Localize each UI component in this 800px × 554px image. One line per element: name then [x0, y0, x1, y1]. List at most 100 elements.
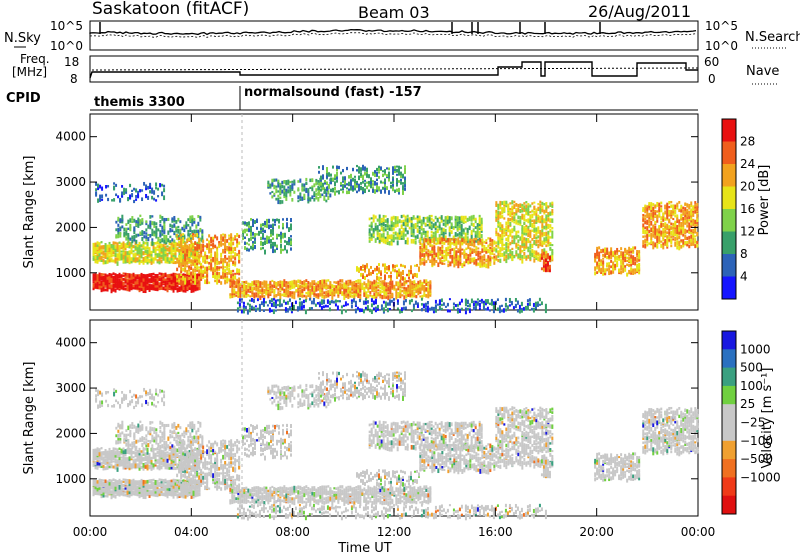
power-echo: [98, 257, 101, 262]
power-echo: [151, 187, 154, 190]
power-echo: [634, 256, 637, 261]
power-echo: [273, 178, 276, 182]
power-echo: [551, 209, 554, 214]
power-echo: [662, 239, 665, 242]
power-echo: [320, 184, 322, 188]
power-echo: [163, 220, 166, 224]
power-echo: [104, 288, 107, 292]
power-echo: [134, 285, 137, 290]
power-echo: [182, 237, 185, 242]
power-echo: [98, 285, 101, 290]
power-echo: [134, 257, 137, 262]
power-echo: [164, 260, 167, 264]
power-echo: [126, 272, 129, 278]
power-echo: [259, 282, 262, 288]
power-echo: [694, 209, 697, 214]
power-echo: [527, 230, 530, 233]
power-echo: [426, 230, 429, 234]
power-echo: [216, 246, 219, 250]
power-echo: [271, 287, 274, 291]
power-echo: [419, 290, 422, 294]
power-echo: [137, 193, 140, 197]
power-echo: [248, 299, 251, 302]
power-echo: [511, 241, 514, 245]
power-echo: [483, 262, 486, 268]
power-echo: [486, 306, 489, 311]
power-echo: [418, 229, 421, 235]
power-echo: [371, 286, 374, 290]
power-echo: [168, 251, 171, 255]
power-echo: [302, 299, 305, 304]
power-echo: [242, 237, 244, 240]
power-echo: [326, 299, 329, 304]
power-echo: [547, 213, 550, 218]
power-echo: [680, 207, 683, 213]
power-echo: [680, 231, 683, 236]
power-echo: [363, 288, 366, 293]
power-echo: [206, 278, 209, 284]
power-echo: [503, 234, 506, 237]
power-echo: [464, 232, 467, 237]
power-echo: [154, 246, 157, 251]
power-echo: [405, 294, 408, 299]
power-echo: [272, 241, 274, 247]
power-echo: [495, 233, 498, 237]
power-echo: [658, 233, 661, 237]
power-echo: [184, 255, 187, 260]
power-echo: [308, 307, 311, 310]
power-echo: [393, 284, 396, 290]
freq-label-line2: [MHz]: [12, 65, 47, 79]
power-echo: [98, 279, 101, 284]
power-echo: [549, 246, 552, 250]
power-echo: [152, 286, 155, 291]
power-echo: [120, 253, 123, 259]
power-echo: [427, 281, 430, 284]
power-echo: [692, 213, 695, 217]
power-echo: [440, 219, 443, 223]
power-echo: [509, 202, 512, 205]
power-echo: [404, 221, 407, 226]
power-echo: [469, 240, 472, 243]
power-echo: [366, 300, 369, 304]
power-echo: [200, 243, 203, 249]
power-echo: [267, 283, 270, 287]
power-echo: [384, 263, 386, 268]
power-echo: [551, 254, 554, 260]
power-echo: [534, 304, 537, 310]
power-echo: [666, 202, 669, 205]
power-echo: [120, 256, 123, 261]
power-echo: [199, 215, 202, 219]
power-echo: [231, 282, 234, 286]
power-echo: [231, 286, 234, 292]
power-echo: [96, 279, 99, 282]
power-echo: [370, 298, 373, 303]
power-echo: [192, 235, 195, 241]
power-echo: [464, 307, 467, 312]
power-echo: [596, 251, 599, 257]
power-echo: [618, 271, 621, 275]
power-echo: [459, 243, 462, 249]
power-echo: [299, 284, 302, 289]
power-echo: [130, 278, 133, 283]
power-echo: [535, 250, 538, 255]
power-echo: [682, 206, 685, 210]
power-echo: [117, 216, 120, 222]
power-echo: [208, 265, 211, 269]
power-echo: [290, 302, 293, 307]
power-echo: [297, 284, 300, 289]
power-echo: [529, 243, 532, 248]
power-echo: [147, 185, 150, 190]
power-echo: [400, 166, 402, 169]
power-echo: [408, 217, 411, 221]
power-echo: [402, 276, 404, 281]
power-echo: [273, 184, 276, 190]
power-echo: [374, 180, 376, 186]
power-echo: [449, 244, 452, 248]
power-echo: [124, 275, 127, 280]
power-echo: [241, 284, 244, 289]
power-echo: [293, 285, 296, 289]
power-echo: [94, 258, 97, 263]
power-echo: [538, 297, 541, 302]
power-echo: [445, 255, 448, 261]
power-echo: [539, 203, 542, 209]
